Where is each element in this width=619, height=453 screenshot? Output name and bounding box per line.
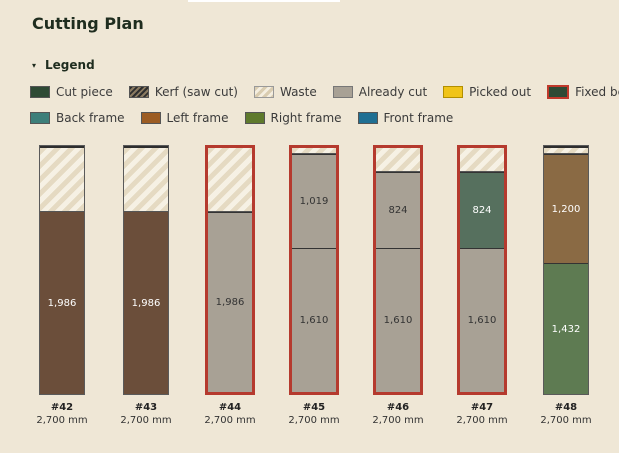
waste-segment (544, 148, 588, 154)
legend-label: Waste (279, 85, 317, 99)
piece-segment[interactable]: 1,986 (208, 212, 252, 392)
beam-label-42: #42 2,700 mm (22, 402, 102, 426)
beam-label-44: #44 2,700 mm (190, 402, 270, 426)
piece-segment[interactable]: 824 (460, 172, 504, 248)
waste-segment (40, 148, 84, 212)
beam-id: #43 (134, 402, 158, 413)
piece-segment[interactable]: 1,432 (544, 263, 588, 394)
legend-toggle[interactable]: ▾ Legend (32, 58, 95, 72)
right-frame-swatch-icon (244, 112, 265, 124)
piece-segment[interactable]: 1,610 (460, 248, 504, 392)
piece-segment[interactable]: 1,019 (292, 154, 336, 248)
beam-label-48: #48 2,700 mm (526, 402, 606, 426)
kerf-swatch-icon (128, 86, 149, 98)
left-frame-swatch-icon (140, 112, 161, 124)
beam-length: 2,700 mm (456, 415, 508, 426)
kerf-segment (40, 146, 84, 148)
top-highlight-line (188, 0, 340, 2)
waste-segment (292, 148, 336, 154)
legend-item-right-frame: Right frame (244, 111, 342, 125)
back-frame-swatch-icon (30, 112, 50, 124)
legend-label: Back frame (56, 111, 125, 125)
legend-row-2: Back frame Left frame Right frame Front … (30, 111, 469, 125)
legend-label: Fixed beam (575, 85, 619, 99)
piece-segment[interactable]: 1,610 (292, 248, 336, 392)
beam-id: #47 (470, 402, 494, 413)
legend-label: Already cut (358, 85, 428, 99)
beam-45[interactable]: 1,019 1,610 (289, 145, 339, 395)
page-title: Cutting Plan (32, 14, 144, 33)
beam-id: #48 (554, 402, 578, 413)
piece-segment[interactable]: 1,200 (544, 154, 588, 263)
beam-length: 2,700 mm (372, 415, 424, 426)
legend-item-waste: Waste (253, 85, 317, 99)
beam-id: #45 (302, 402, 326, 413)
piece-segment[interactable]: 824 (376, 172, 420, 248)
waste-segment (460, 148, 504, 172)
beam-48[interactable]: 1,200 1,432 (543, 145, 589, 395)
beam-id: #44 (218, 402, 242, 413)
beam-46[interactable]: 824 1,610 (373, 145, 423, 395)
legend-item-back-frame: Back frame (30, 111, 125, 125)
beam-length: 2,700 mm (36, 415, 88, 426)
beam-label-43: #43 2,700 mm (106, 402, 186, 426)
waste-segment (124, 148, 168, 212)
cut-piece-swatch-icon (30, 86, 50, 98)
legend-item-already-cut: Already cut (332, 85, 428, 99)
legend-row-1: Cut piece Kerf (saw cut) Waste Already c… (30, 85, 619, 99)
legend-label: Right frame (270, 111, 342, 125)
legend-item-cut-piece: Cut piece (30, 85, 113, 99)
legend-item-fixed-beam: Fixed beam (547, 85, 619, 99)
beam-length: 2,700 mm (120, 415, 172, 426)
beam-length: 2,700 mm (540, 415, 592, 426)
beam-id: #46 (386, 402, 410, 413)
beam-47[interactable]: 824 1,610 (457, 145, 507, 395)
waste-segment (208, 148, 252, 212)
legend-item-picked-out: Picked out (443, 85, 531, 99)
legend-label: Kerf (saw cut) (154, 85, 238, 99)
beam-43[interactable]: 1,986 (123, 145, 169, 395)
beam-length: 2,700 mm (204, 415, 256, 426)
legend-label: Picked out (469, 85, 532, 99)
beam-id: #42 (50, 402, 74, 413)
legend-item-kerf: Kerf (saw cut) (128, 85, 238, 99)
piece-segment[interactable]: 1,986 (124, 212, 168, 394)
already-cut-swatch-icon (332, 86, 353, 98)
legend-label: Front frame (383, 111, 454, 125)
beam-label-45: #45 2,700 mm (274, 402, 354, 426)
legend-item-left-frame: Left frame (140, 111, 229, 125)
piece-segment[interactable]: 1,610 (376, 248, 420, 392)
front-frame-swatch-icon (357, 112, 378, 124)
beam-label-46: #46 2,700 mm (358, 402, 438, 426)
beam-42[interactable]: 1,986 (39, 145, 85, 395)
picked-out-swatch-icon (443, 86, 464, 98)
kerf-segment (544, 146, 588, 148)
piece-segment[interactable]: 1,986 (40, 212, 84, 394)
beam-44[interactable]: 1,986 (205, 145, 255, 395)
beam-length: 2,700 mm (288, 415, 340, 426)
legend-item-front-frame: Front frame (357, 111, 454, 125)
fixed-beam-swatch-icon (547, 85, 570, 99)
waste-swatch-icon (253, 86, 274, 98)
beam-label-47: #47 2,700 mm (442, 402, 522, 426)
legend-label: Cut piece (56, 85, 113, 99)
waste-segment (376, 148, 420, 172)
kerf-segment (124, 146, 168, 148)
legend-toggle-label: Legend (45, 58, 95, 72)
legend-label: Left frame (166, 111, 229, 125)
chevron-down-icon: ▾ (32, 60, 37, 70)
